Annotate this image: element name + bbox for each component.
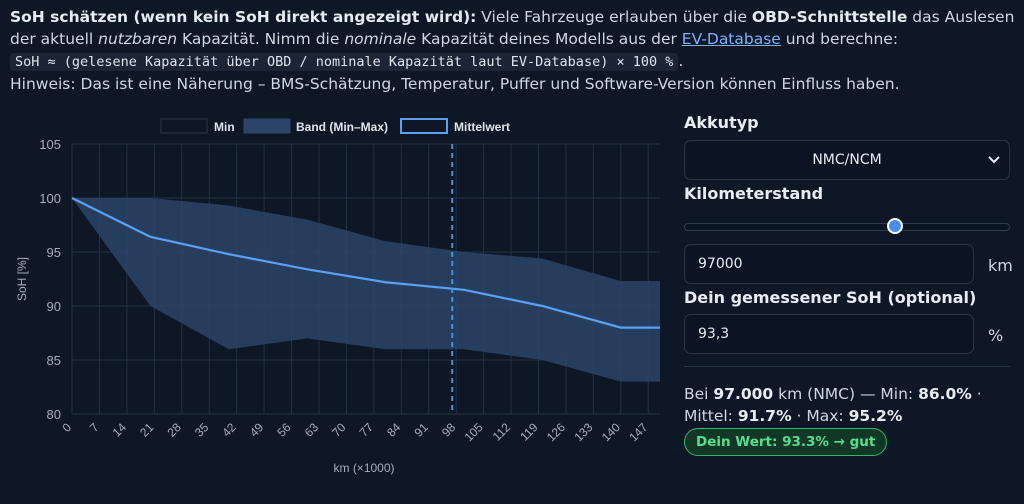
intro-text-4: Kapazität deines Modells aus der bbox=[416, 30, 682, 48]
akkutyp-select[interactable]: NMC/NCM bbox=[684, 140, 1010, 180]
rating-badge: Dein Wert: 93.3% → gut bbox=[684, 428, 888, 456]
y-tick-label: 80 bbox=[47, 407, 61, 422]
x-tick-label: 91 bbox=[411, 420, 431, 440]
x-tick-label: 140 bbox=[599, 420, 623, 444]
result-max: 95.2% bbox=[848, 407, 903, 425]
legend-swatch bbox=[160, 118, 208, 134]
legend-label: Mittelwert bbox=[454, 120, 510, 134]
soh-input[interactable]: 93,3 bbox=[684, 314, 974, 354]
akkutyp-value: NMC/NCM bbox=[812, 152, 882, 168]
x-tick-label: 21 bbox=[137, 420, 157, 440]
x-tick-label: 126 bbox=[544, 420, 568, 444]
x-axis-label: km (×1000) bbox=[333, 461, 394, 475]
intro-text-1: Viele Fahrzeuge erlauben über die bbox=[476, 8, 752, 26]
intro-nutzbaren: nutzbaren bbox=[98, 30, 178, 48]
intro-hint: Hinweis: Das ist eine Näherung – BMS-Sch… bbox=[10, 75, 900, 93]
result-text-4: · Max: bbox=[791, 407, 849, 425]
x-tick-label: 70 bbox=[329, 420, 349, 440]
km-slider-thumb[interactable] bbox=[886, 218, 903, 234]
x-tick-label: 105 bbox=[462, 420, 486, 444]
soh-label: Dein gemessener SoH (optional) bbox=[684, 288, 977, 307]
series-line-mittelwert bbox=[71, 197, 660, 329]
result-text-3: · Mittel: bbox=[684, 385, 982, 425]
result-km: 97.000 bbox=[713, 385, 774, 403]
km-slider-track[interactable] bbox=[684, 223, 1010, 231]
x-tick-label: 119 bbox=[517, 420, 541, 444]
band-min-max bbox=[72, 198, 660, 382]
km-unit: km bbox=[988, 256, 1013, 275]
legend-label: Min bbox=[214, 120, 235, 134]
legend-swatch bbox=[400, 118, 448, 134]
x-tick-label: 133 bbox=[571, 420, 595, 444]
intro-text-6: . bbox=[678, 52, 684, 70]
soh-chart-svg: 80 85 90 95 100 105 0 7 14 21 28 35 42 49 56 63 70 77 84 91… bbox=[15, 118, 660, 475]
intro-nominale: nominale bbox=[344, 30, 417, 48]
x-tick-label: 98 bbox=[439, 420, 459, 440]
intro-text: SoH schätzen (wenn kein SoH direkt angez… bbox=[10, 6, 1015, 95]
x-tick-label: 42 bbox=[219, 420, 239, 440]
kilometerstand-label: Kilometerstand bbox=[684, 184, 824, 203]
x-tick-label: 49 bbox=[247, 420, 267, 440]
x-tick-label: 77 bbox=[357, 420, 377, 440]
y-axis-label: SoH [%] bbox=[15, 257, 29, 301]
y-tick-label: 105 bbox=[39, 137, 61, 152]
formula-code: SoH ≈ (gelesene Kapazität über OBD / nom… bbox=[10, 53, 679, 71]
soh-chart: 80 85 90 95 100 105 0 7 14 21 28 35 42 49 56 63 70 77 84 91… bbox=[0, 108, 680, 500]
divider bbox=[684, 366, 1010, 367]
intro-heading: SoH schätzen (wenn kein SoH direkt angez… bbox=[10, 8, 477, 26]
km-input[interactable]: 97000 bbox=[684, 244, 974, 284]
x-tick-label: 0 bbox=[59, 420, 74, 435]
ev-database-link[interactable]: EV-Database bbox=[681, 30, 781, 48]
x-tick-label: 112 bbox=[490, 420, 514, 444]
result-text-2: km (NMC) — Min: bbox=[773, 385, 919, 403]
x-tick-label: 28 bbox=[165, 420, 185, 440]
result-text-1: Bei bbox=[684, 385, 714, 403]
x-tick-label: 84 bbox=[384, 420, 404, 440]
intro-text-5: und berechne: bbox=[780, 30, 899, 48]
intro-text-3: Kapazität. Nimm die bbox=[177, 30, 345, 48]
intro-obd: OBD-Schnittstelle bbox=[751, 8, 908, 26]
akkutyp-label: Akkutyp bbox=[684, 113, 759, 132]
x-tick-label: 14 bbox=[110, 420, 130, 440]
y-tick-label: 100 bbox=[39, 191, 61, 206]
x-tick-label: 63 bbox=[302, 420, 322, 440]
intro-text-2: das Auslesen der aktuell bbox=[10, 8, 1015, 48]
y-tick-label: 90 bbox=[47, 299, 61, 314]
result-mittel: 91.7% bbox=[737, 407, 792, 425]
legend-label: Band (Min–Max) bbox=[296, 120, 388, 134]
soh-unit: % bbox=[988, 326, 1004, 345]
x-tick-label: 147 bbox=[626, 420, 650, 444]
chevron-down-icon bbox=[988, 156, 1000, 164]
legend-swatch bbox=[243, 118, 291, 134]
result-min: 86.0% bbox=[918, 385, 972, 403]
x-tick-label: 7 bbox=[87, 420, 102, 435]
x-tick-label: 35 bbox=[192, 420, 212, 440]
y-tick-label: 85 bbox=[47, 353, 61, 368]
result-text: Bei 97.000 km (NMC) — Min: 86.0% · Mitte… bbox=[684, 383, 1014, 427]
y-tick-label: 95 bbox=[47, 245, 61, 260]
x-tick-label: 56 bbox=[274, 420, 294, 440]
